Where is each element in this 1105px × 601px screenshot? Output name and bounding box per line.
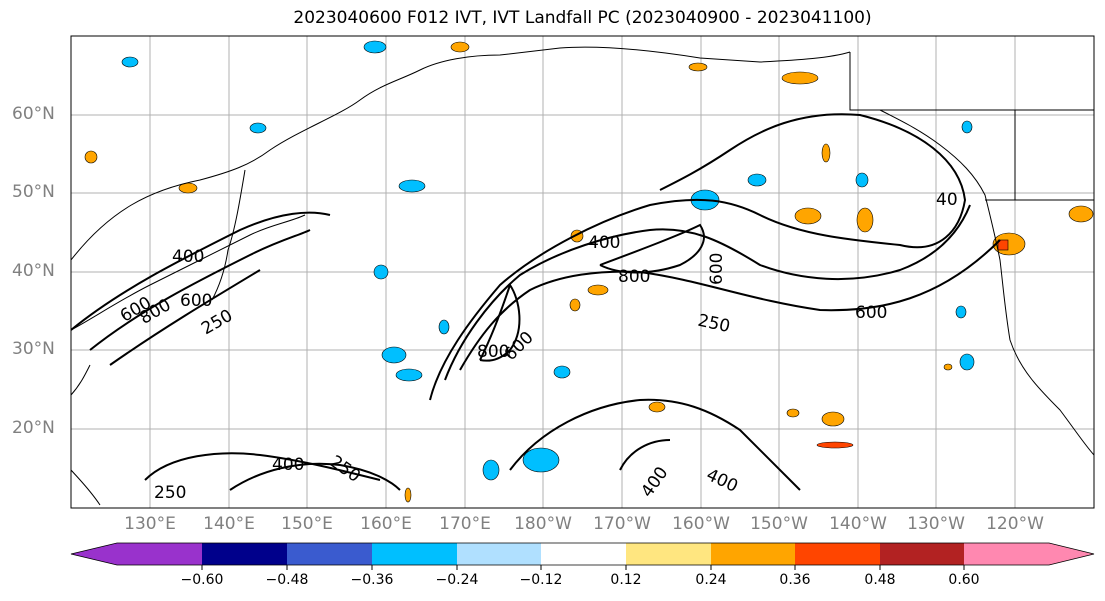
lon-label: 150°E [281, 514, 333, 534]
contour-west-250 [70, 211, 331, 331]
contour-label: 800 [618, 267, 650, 287]
lat-label: 60°N [12, 104, 55, 124]
pos-patch [794, 207, 822, 225]
contour-250 [429, 113, 967, 401]
anomaly-patches [84, 40, 1094, 503]
neg-patch [398, 179, 426, 193]
lon-label: 150°W [750, 514, 808, 534]
neg-patch [249, 122, 267, 134]
asia-coast [70, 46, 851, 261]
coastlines [70, 46, 1095, 506]
contour-label: 600 [855, 303, 887, 323]
cb-extend-low [71, 543, 117, 565]
contour-800-core [479, 282, 521, 362]
neg-patch [955, 305, 967, 319]
kamchatka-coast [211, 169, 246, 301]
pos-patch [781, 71, 819, 85]
contour-label: 250 [154, 483, 186, 503]
contour-s2-400 [619, 439, 671, 471]
contour-sw-250 [144, 452, 381, 481]
neg-patch [121, 56, 139, 68]
colorbar-tick: −0.60 [180, 572, 224, 588]
colorbar-tick: −0.48 [265, 572, 309, 588]
pos-patch [821, 411, 845, 427]
neg-patch [482, 459, 500, 481]
neg-patch [553, 365, 571, 379]
pos-patch [587, 284, 609, 296]
lat-label: 40°N [12, 261, 55, 281]
philippines-coast [70, 469, 101, 506]
ivt-contours [70, 113, 1001, 491]
neg-patch [747, 173, 767, 187]
contour-400 [444, 204, 971, 381]
pos-patch [84, 150, 98, 164]
lon-label: 160°E [360, 514, 412, 534]
neg-patch [373, 264, 389, 280]
contour-800-east [599, 223, 705, 274]
contour-600 [459, 239, 1001, 371]
lat-label: 20°N [12, 418, 55, 438]
japan-arc [70, 214, 306, 331]
pos-patch [1068, 205, 1094, 223]
contour-sw-400 [229, 462, 401, 491]
lon-label: 140°W [829, 514, 887, 534]
neg-patch [961, 120, 973, 134]
neg-patch [855, 172, 869, 188]
lon-label: 140°E [203, 514, 255, 534]
contour-label: 400 [172, 247, 204, 267]
alaska-border [849, 52, 1094, 111]
lon-label: 170°E [439, 514, 491, 534]
map-title: 2023040600 F012 IVT, IVT Landfall PC (20… [293, 8, 872, 28]
pos-patch [648, 401, 666, 413]
lat-label: 30°N [12, 339, 55, 359]
colorbar-tick: 0.12 [610, 572, 642, 588]
pos-patch [688, 62, 708, 72]
neg-patch [438, 319, 450, 335]
contour-label: 600 [707, 253, 727, 285]
pos-patch-strong [816, 441, 854, 449]
colorbar-tick: 0.48 [864, 572, 896, 588]
colorbar-tick: 0.60 [948, 572, 980, 588]
pos-patch [450, 41, 470, 53]
pos-patch [856, 207, 874, 233]
cb-outline [70, 542, 1095, 566]
contour-label: 400 [588, 233, 620, 253]
colorbar-tick: −0.36 [350, 572, 394, 588]
lon-label: 120°W [986, 514, 1044, 534]
neg-patch [363, 40, 387, 54]
colorbar-tick: 0.24 [695, 572, 727, 588]
contour-s-400 [509, 398, 801, 491]
pos-patch-strong [997, 239, 1009, 251]
colorbar [70, 542, 1095, 570]
pos-patch [404, 487, 412, 503]
colorbar-tick: 0.36 [779, 572, 811, 588]
lon-label: 170°W [593, 514, 651, 534]
china-coast [70, 364, 91, 396]
neg-patch [395, 368, 423, 382]
lat-label: 50°N [12, 182, 55, 202]
contour-label: 600 [180, 291, 212, 311]
contour-west-400 [89, 229, 311, 351]
neg-patch [381, 346, 407, 364]
colorbar-tick: −0.24 [435, 572, 479, 588]
lon-label: 130°W [907, 514, 965, 534]
contour-label: 800 [477, 342, 509, 362]
contour-label: 40 [936, 190, 958, 210]
neg-patch [959, 353, 975, 371]
lon-label: 180°W [514, 514, 572, 534]
lon-label: 160°W [672, 514, 730, 534]
pos-patch [943, 363, 953, 371]
cb-extend-high [1049, 543, 1094, 565]
neg-patch [522, 447, 560, 473]
colorbar-tick: −0.12 [519, 572, 563, 588]
pos-patch [821, 143, 831, 163]
map-frame [70, 35, 1095, 509]
pos-patch [786, 408, 800, 418]
lon-label: 130°E [124, 514, 176, 534]
contour-west-600 [109, 269, 261, 366]
na-west-coast [879, 109, 1095, 456]
contour-label: 400 [272, 455, 304, 475]
pos-patch [569, 298, 581, 312]
